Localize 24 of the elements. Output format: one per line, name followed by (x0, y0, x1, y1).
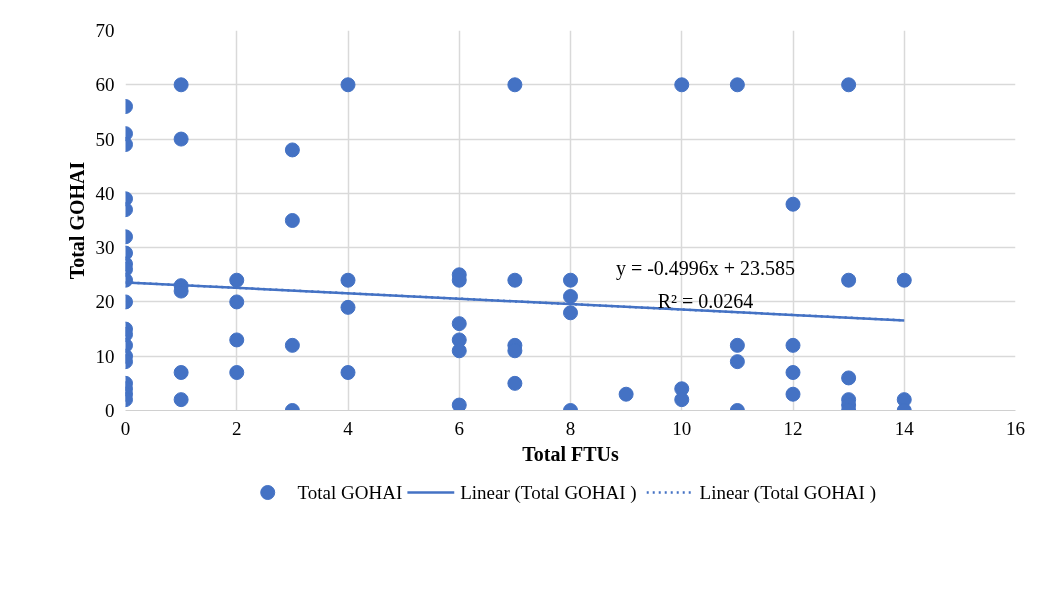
x-tick-label: 12 (783, 417, 803, 439)
y-tick-label: 40 (95, 182, 115, 204)
x-tick-label: 16 (1006, 417, 1025, 439)
x-tick-label: 4 (343, 417, 354, 439)
y-tick-label: 30 (95, 237, 115, 259)
y-tick-label: 60 (95, 74, 115, 96)
legend-label: Linear (Total GOHAI ) (460, 482, 637, 504)
y-tick-label: 20 (95, 291, 115, 313)
x-tick-label: 8 (565, 417, 576, 439)
x-tick-label: 6 (454, 417, 464, 439)
legend-label: Linear (Total GOHAI ) (699, 482, 876, 504)
legend-label: Total GOHAI (297, 482, 403, 503)
annotation: y = -0.4996x + 23.585 (615, 256, 796, 280)
y-tick-label: 50 (95, 128, 115, 150)
x-tick-label: 0 (120, 417, 131, 439)
x-tick-label: 10 (672, 417, 692, 439)
annotation: R² = 0.0264 (657, 289, 754, 312)
y-tick-label: 10 (95, 345, 115, 367)
x-tick-label: 2 (232, 417, 242, 439)
y-tick-label: 0 (105, 400, 115, 421)
y-axis-title: Total GOHAI (65, 161, 88, 280)
x-tick-label: 14 (894, 417, 915, 439)
x-axis-title: Total FTUs (522, 442, 619, 465)
y-tick-label: 70 (95, 20, 115, 41)
